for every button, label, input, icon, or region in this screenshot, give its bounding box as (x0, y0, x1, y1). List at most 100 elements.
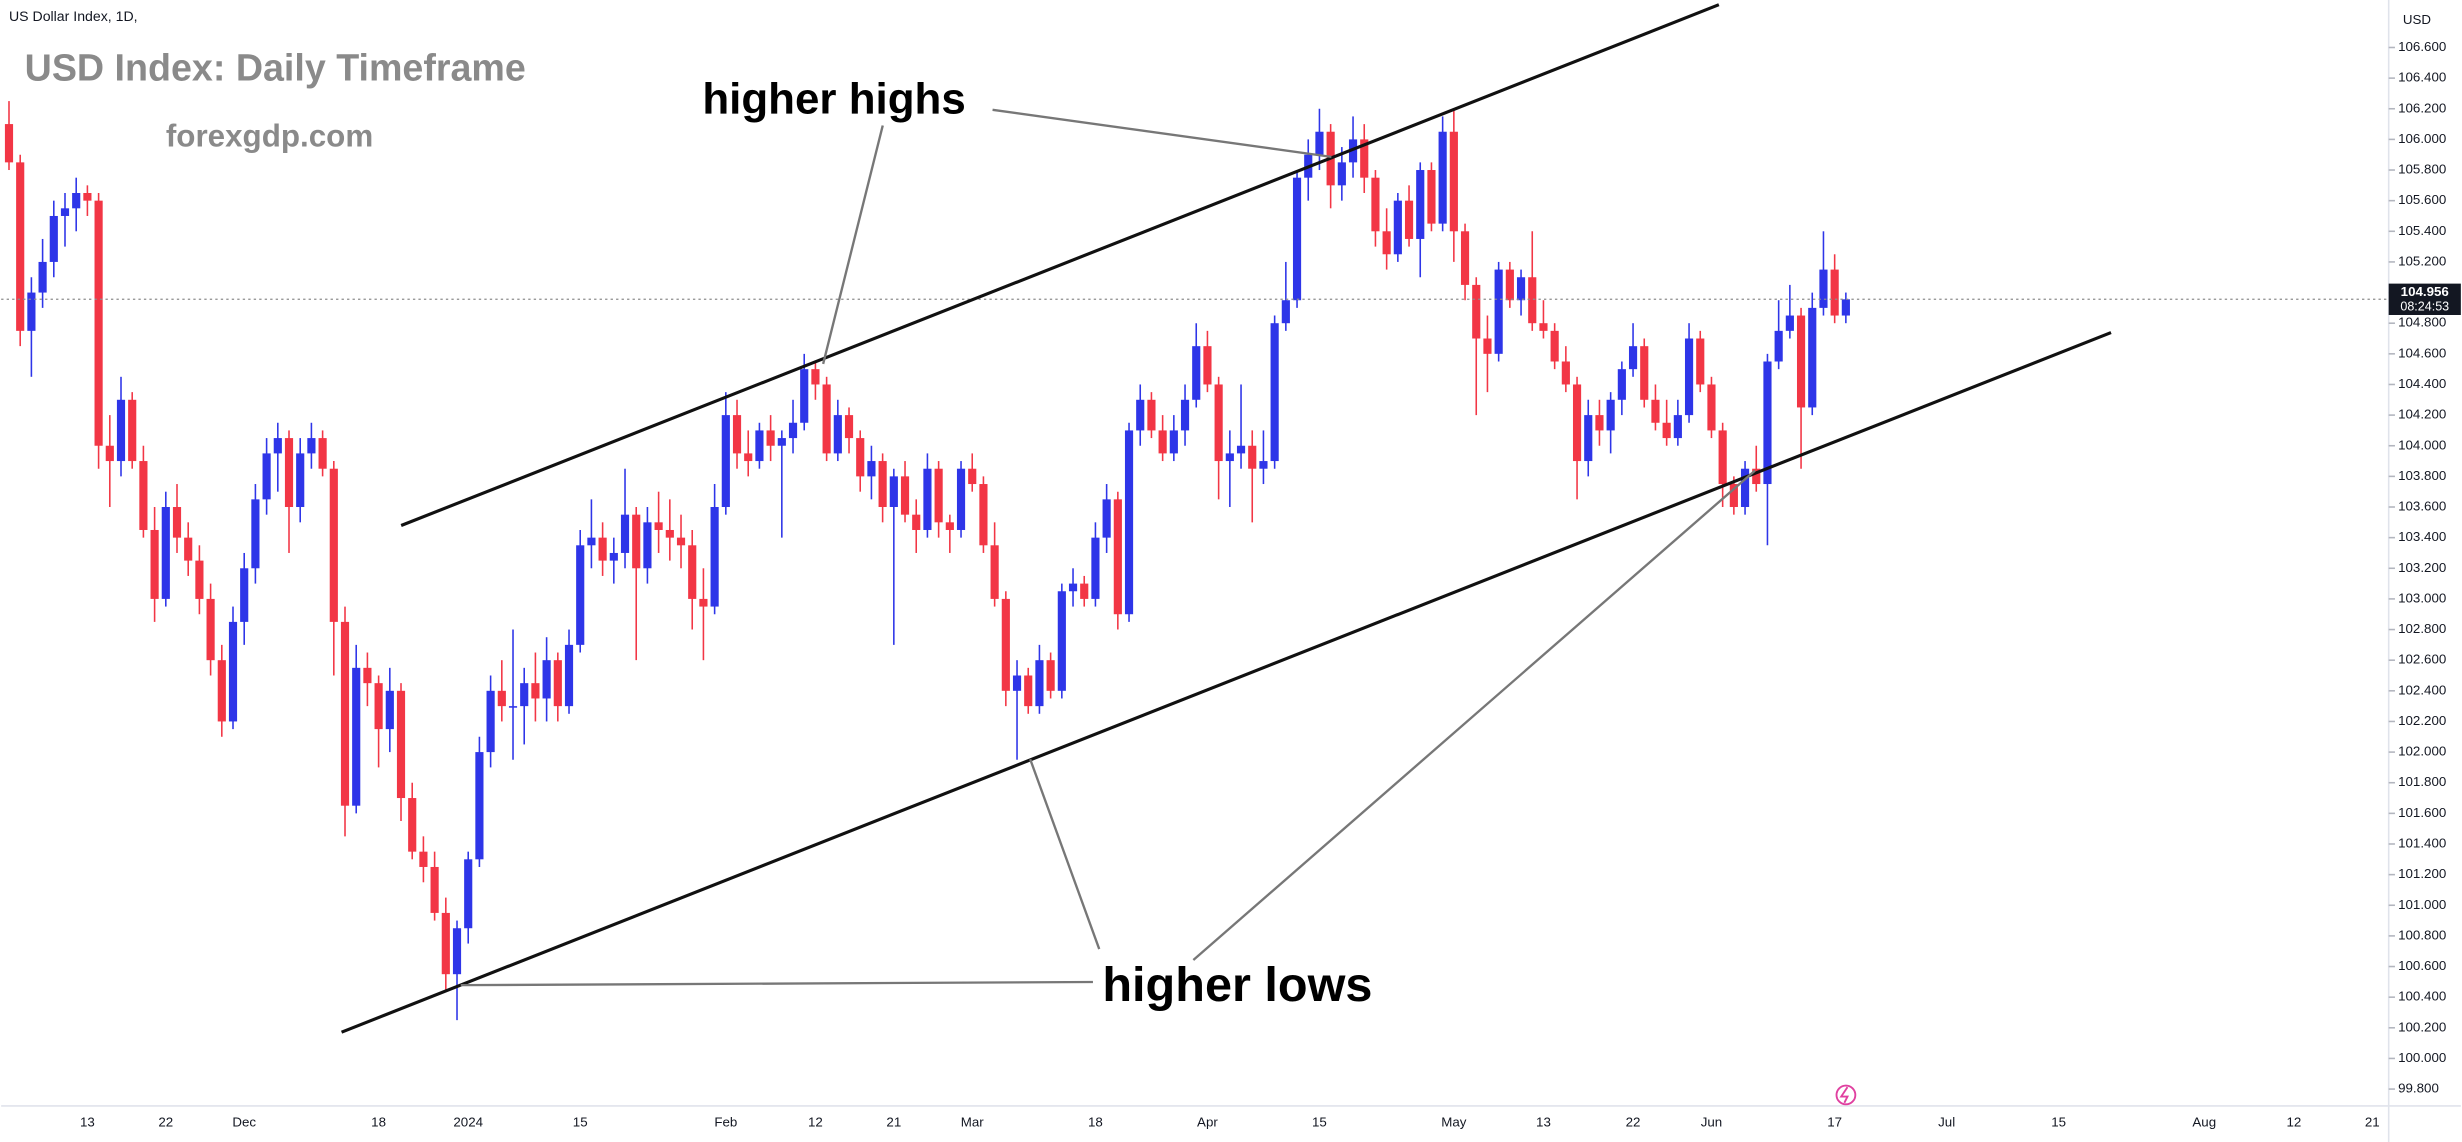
candle-body (923, 468, 932, 530)
candle-body (1124, 430, 1134, 615)
x-tick-label: 12 (808, 1115, 823, 1130)
candle-body (1024, 675, 1033, 707)
candle-body (497, 690, 506, 707)
candle-body (195, 560, 204, 599)
y-tick-label: 102.800 (2398, 621, 2446, 636)
annotation: higher highs (702, 75, 965, 124)
candle-body (878, 461, 887, 508)
candle-body (1035, 660, 1044, 707)
candle-body (1337, 162, 1346, 186)
candle-body (1248, 445, 1257, 469)
candle-body (128, 399, 137, 462)
y-tick-label: 100.400 (2398, 989, 2446, 1004)
candle-body (1192, 346, 1201, 400)
y-tick-label: 103.800 (2398, 468, 2446, 483)
candle-body (1796, 315, 1806, 408)
x-tick-label: 13 (1536, 1115, 1551, 1130)
chart-title: USD Index: Daily Timeframe (25, 47, 526, 89)
pointer-line (1192, 469, 1756, 961)
candle-body (1617, 369, 1626, 400)
candle-body (833, 415, 842, 454)
y-tick-label: 101.200 (2398, 866, 2446, 881)
y-tick-label: 100.000 (2398, 1050, 2446, 1065)
candle-body (676, 537, 686, 546)
candle-body (1046, 660, 1055, 691)
candle-body (1136, 399, 1145, 431)
candle-body (1102, 499, 1111, 538)
x-tick-label: Jul (1938, 1115, 1955, 1130)
y-tick-label: 104.600 (2398, 345, 2446, 360)
x-tick-label: 15 (2051, 1115, 2066, 1130)
candle-body (564, 644, 574, 707)
candle-body (856, 438, 865, 477)
candle-body (27, 292, 36, 331)
candle-body (1057, 591, 1066, 691)
candle-body (273, 438, 282, 454)
candle-body (508, 706, 518, 708)
y-tick-label: 106.000 (2398, 131, 2446, 146)
candle-body (598, 537, 607, 561)
y-tick-label: 101.400 (2398, 836, 2446, 851)
candle-body (822, 384, 831, 454)
x-tick-label: 21 (2365, 1115, 2380, 1130)
candle-body (1012, 675, 1022, 691)
candle-body (1785, 315, 1794, 331)
y-tick-label: 100.600 (2398, 958, 2446, 973)
candle-body (139, 461, 148, 530)
candle-body (1113, 499, 1122, 615)
countdown-label: 08:24:53 (2400, 299, 2449, 313)
candle-body (1180, 399, 1190, 431)
candle-body (1371, 177, 1380, 232)
y-tick-label: 100.800 (2398, 927, 2446, 942)
candle-body (553, 660, 562, 707)
y-tick-label: 103.200 (2398, 560, 2446, 575)
candle-body (721, 415, 730, 508)
candle-body (1595, 415, 1604, 431)
candle-body (184, 537, 193, 561)
candle-body (900, 476, 910, 515)
candle-body (811, 369, 820, 385)
candle-body (1528, 277, 1537, 324)
y-tick-label: 103.400 (2398, 529, 2446, 544)
candle-body (800, 369, 809, 423)
y-tick-label: 106.200 (2398, 100, 2446, 115)
candle-body (576, 545, 585, 645)
candle-body (1393, 200, 1402, 255)
candle-body (1483, 338, 1492, 354)
candle-body (1169, 430, 1178, 454)
pointer-line (822, 125, 884, 365)
candle-body (1516, 277, 1526, 301)
candle-body (374, 683, 383, 730)
x-tick-label: Aug (2192, 1115, 2216, 1130)
x-tick-label: 15 (1312, 1115, 1327, 1130)
candle-body (643, 522, 652, 569)
x-tick-label: Dec (232, 1115, 256, 1130)
candle-body (1572, 384, 1582, 462)
candle-body (632, 514, 641, 569)
y-tick-label: 105.600 (2398, 192, 2446, 207)
candle-body (1774, 330, 1783, 362)
candle-body (228, 621, 238, 722)
candle-body (1494, 269, 1503, 354)
candle-body (1539, 323, 1548, 331)
x-tick-label: May (1441, 1115, 1467, 1130)
candle-body (1628, 346, 1638, 370)
y-tick-label: 104.000 (2398, 437, 2446, 452)
x-tick-label: 21 (886, 1115, 901, 1130)
candle-body (1651, 399, 1660, 423)
candle-body (105, 445, 114, 462)
candle-body (1561, 361, 1570, 385)
candle-body (1707, 384, 1716, 431)
icon (1839, 1086, 1850, 1104)
candle-body (1752, 468, 1761, 485)
candle-body (1684, 338, 1694, 416)
candle-body (587, 537, 596, 546)
candle-body (172, 507, 182, 538)
candle-body (38, 261, 47, 293)
candle-body (284, 438, 294, 508)
candle-body (217, 660, 226, 722)
candle-body (654, 522, 663, 530)
y-tick-label: 104.200 (2398, 407, 2446, 422)
candle-body (766, 430, 775, 446)
